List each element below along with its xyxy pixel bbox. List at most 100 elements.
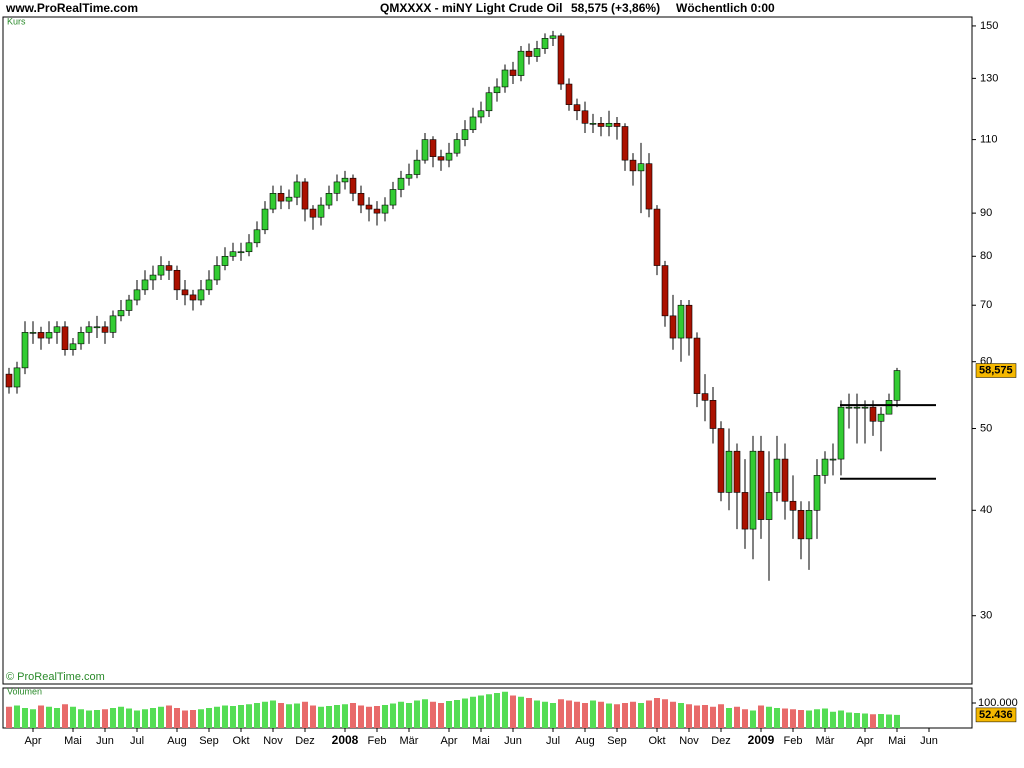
candle-body (85, 326, 93, 333)
candle-body (149, 274, 157, 281)
volume-bar (22, 708, 28, 728)
volume-bar (358, 705, 364, 728)
candle-body (429, 139, 437, 157)
candle-body (893, 370, 901, 401)
volume-bar (86, 710, 92, 728)
candle-body (677, 304, 685, 339)
volume-bar (62, 704, 68, 728)
candle-body (797, 509, 805, 540)
candle-body (397, 177, 405, 190)
y-tick-label: 130 (980, 72, 998, 84)
volume-bar (190, 710, 196, 728)
volume-bar (78, 709, 84, 728)
candle-body (453, 139, 461, 154)
volume-bar (822, 708, 828, 728)
volume-bar (694, 705, 700, 728)
candle-body (701, 393, 709, 401)
candle-body (237, 251, 245, 254)
volume-bar (214, 706, 220, 728)
x-tick-label: 2008 (332, 733, 359, 747)
x-tick-label: Sep (607, 735, 627, 747)
x-tick-label: Aug (167, 735, 187, 747)
candle-body (861, 406, 869, 409)
volume-bar (142, 709, 148, 728)
candle-body (749, 450, 757, 530)
price-tag (975, 363, 1017, 378)
candle-body (301, 181, 309, 210)
volume-bar (350, 703, 356, 728)
volume-bar (182, 710, 188, 728)
candle-body (365, 204, 373, 210)
candle-body (725, 450, 733, 493)
volume-bar (246, 704, 252, 728)
candle-body (525, 50, 533, 57)
volume-bar (558, 699, 564, 728)
x-tick-label: Okt (232, 735, 249, 747)
volume-bar (886, 714, 892, 728)
candle-body (733, 450, 741, 493)
candle-body (197, 289, 205, 301)
x-tick-label: Okt (648, 735, 665, 747)
volume-bar (526, 698, 532, 728)
volume-bar (102, 709, 108, 728)
y-tick-label: 40 (980, 504, 992, 516)
x-tick-label: Nov (679, 735, 699, 747)
volume-bar (566, 700, 572, 728)
x-tick-label: Aug (575, 735, 595, 747)
candle-body (781, 458, 789, 502)
candle-body (93, 326, 101, 329)
volume-bar (494, 693, 500, 728)
candle-body (253, 229, 261, 244)
candle-body (613, 122, 621, 127)
candle-body (693, 337, 701, 394)
volume-bar (382, 705, 388, 728)
x-tick-label: Apr (440, 735, 457, 747)
volume-bar (222, 705, 228, 728)
candle-body (341, 177, 349, 183)
volume-bar (414, 700, 420, 728)
volume-bar (446, 701, 452, 728)
candle-body (117, 310, 125, 317)
candle-body (157, 265, 165, 276)
candle-body (69, 343, 77, 350)
candle-body (477, 110, 485, 118)
volume-bar (46, 706, 52, 728)
candle-body (261, 208, 269, 231)
candle-body (125, 299, 133, 311)
candle-body (445, 152, 453, 161)
volume-bar (742, 709, 748, 728)
volume-bar (582, 703, 588, 728)
volume-bar (734, 706, 740, 728)
x-tick-label: Mai (64, 735, 82, 747)
volume-bar (70, 706, 76, 728)
candle-body (597, 122, 605, 127)
candle-body (61, 326, 69, 350)
candle-body (469, 116, 477, 131)
volume-bar (758, 705, 764, 728)
candle-body (405, 174, 413, 179)
volume-bar (422, 699, 428, 728)
volume-bar (806, 710, 812, 728)
candle-body (413, 159, 421, 175)
candle-body (557, 35, 565, 85)
volume-bar (326, 706, 332, 728)
volume-bar (510, 695, 516, 728)
x-tick-label: Mai (472, 735, 490, 747)
candle-body (805, 509, 813, 540)
candle-body (533, 48, 541, 57)
candle-body (437, 156, 445, 161)
candle-body (845, 406, 853, 409)
candle-body (173, 269, 181, 291)
candle-body (381, 204, 389, 214)
volume-bar (646, 700, 652, 728)
x-tick-label: Jun (96, 735, 114, 747)
candle-body (349, 177, 357, 194)
volume-bar (830, 711, 836, 728)
candle-body (309, 208, 317, 218)
volume-bar (334, 705, 340, 728)
volume-bar (654, 698, 660, 728)
volume-bar (470, 696, 476, 728)
volume-bar (862, 713, 868, 728)
